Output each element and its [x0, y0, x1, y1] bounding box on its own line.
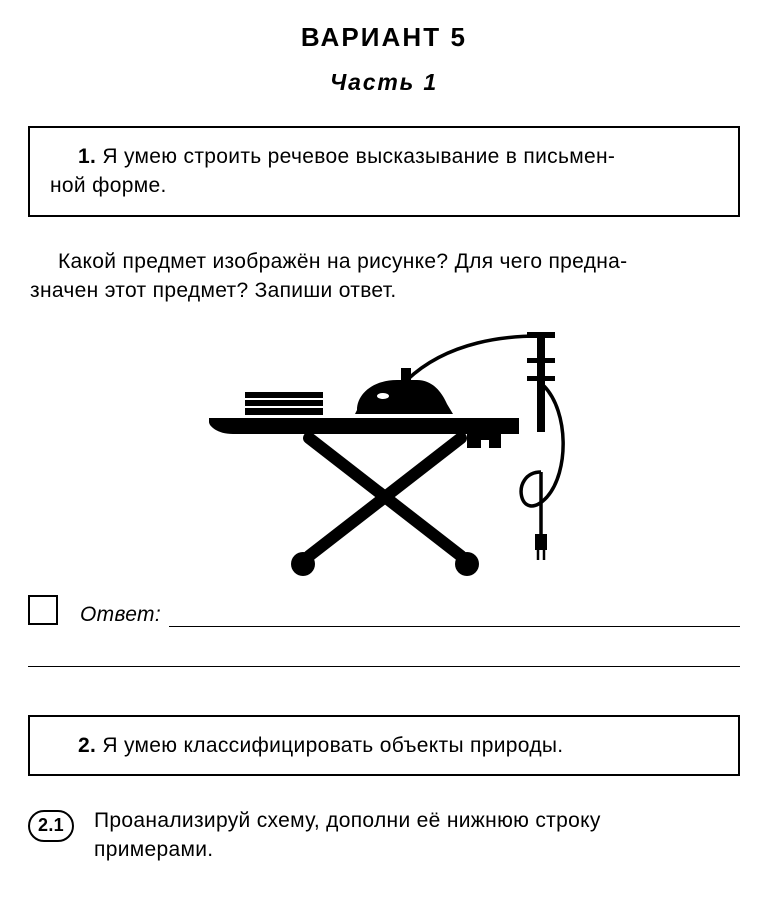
skill1-text-l1: Я умею строить речевое высказывание в пи…	[102, 145, 615, 168]
skill2-text: Я умею классифицировать объекты природы.	[102, 734, 563, 757]
ironing-board-icon	[149, 322, 619, 582]
question-2-1: 2.1 Проанализируй схему, дополни её нижн…	[28, 806, 740, 865]
skill2-number: 2.	[78, 734, 96, 757]
q21-text-l1: Проанализируй схему, дополни её нижнюю с…	[94, 806, 740, 835]
question1-prompt-l2: значен этот предмет? Запиши ответ.	[30, 276, 738, 305]
question1-prompt: Какой предмет изображён на рисунке? Для …	[28, 247, 740, 306]
illustration-ironing-board	[28, 322, 740, 587]
answer-checkbox[interactable]	[28, 595, 58, 625]
question1-prompt-l1: Какой предмет изображён на рисунке? Для …	[30, 247, 738, 276]
skill1-text-l2: ной форме.	[50, 171, 718, 200]
badge-2-1: 2.1	[28, 810, 74, 842]
answer-line-2[interactable]	[28, 637, 740, 667]
answer-line-1[interactable]	[169, 605, 740, 627]
answer-label: Ответ:	[80, 603, 161, 627]
skill-box-1: 1. Я умею строить речевое высказывание в…	[28, 126, 740, 217]
heading-variant: ВАРИАНТ 5	[28, 22, 740, 53]
q21-text-l2: примерами.	[94, 835, 740, 864]
skill-box-2: 2. Я умею классифицировать объекты приро…	[28, 715, 740, 776]
heading-part: Часть 1	[28, 69, 740, 96]
skill1-number: 1.	[78, 145, 96, 168]
answer-row: Ответ:	[28, 595, 740, 627]
